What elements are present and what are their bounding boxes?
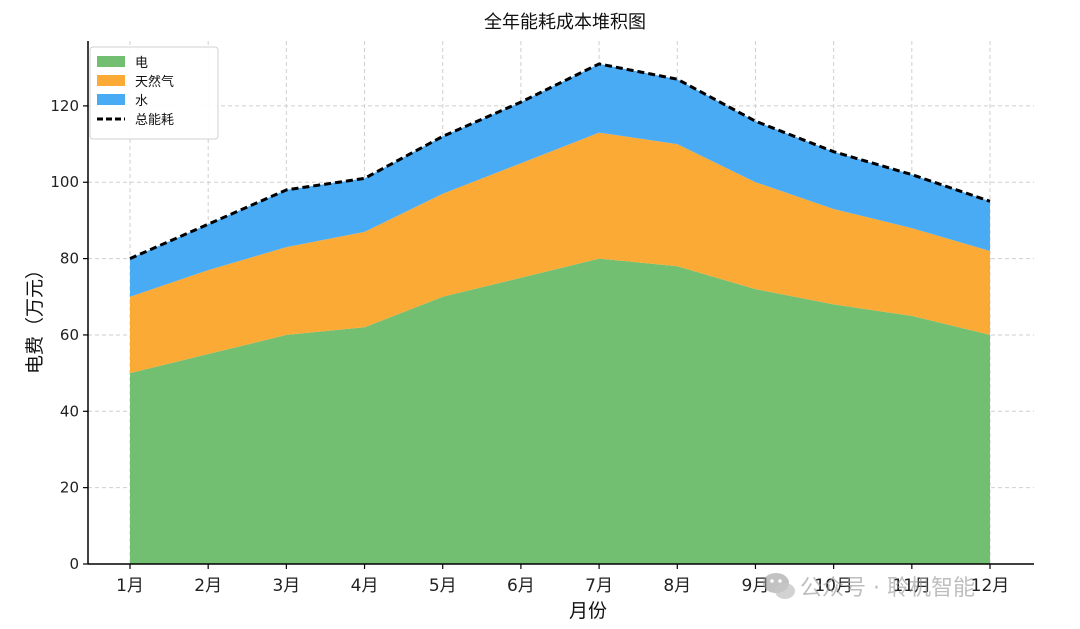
legend-swatch: [97, 94, 125, 105]
watermark-text: 公众号 · 聆机智能: [800, 576, 975, 601]
x-tick-label: 7月: [585, 576, 613, 596]
x-tick-label: 2月: [194, 576, 222, 596]
chart-title: 全年能耗成本堆积图: [484, 12, 646, 33]
y-tick-label: 100: [50, 173, 79, 191]
stacked-areas: [130, 63, 990, 564]
total-line: [129, 62, 991, 260]
area-电: [130, 258, 990, 564]
legend-label: 水: [135, 94, 148, 109]
y-tick-label: 120: [50, 97, 79, 115]
x-tick-label: 1月: [116, 576, 144, 596]
area-水: [130, 63, 990, 297]
y-tick-label: 80: [60, 250, 79, 268]
y-tick-label: 0: [69, 555, 79, 573]
x-axis-label: 月份: [569, 600, 607, 622]
x-tick-label: 6月: [507, 576, 535, 596]
x-tick-label: 3月: [272, 576, 300, 596]
y-tick-label: 40: [60, 402, 79, 420]
y-axis-label: 电费（万元）: [24, 260, 46, 374]
x-tick-label: 4月: [351, 576, 379, 596]
legend-swatch: [97, 75, 125, 86]
total-line-group: [129, 62, 991, 260]
area-天然气: [130, 132, 990, 374]
legend-frame: [89, 46, 219, 140]
legend-label: 电: [135, 56, 148, 71]
axes: [87, 41, 1034, 565]
y-tick-label: 20: [60, 479, 79, 497]
x-tick-label: 10月: [814, 576, 853, 596]
x-tick-label: 5月: [429, 576, 457, 596]
y-tick-label: 60: [60, 326, 79, 344]
y-tick-labels: 0 20 40 60 80 100 120: [50, 97, 88, 573]
x-tick-labels: 1月 2月 3月 4月 5月 6月 7月 8月 9月 10月 11月 12月: [116, 564, 1009, 596]
watermark: 公众号 · 聆机智能: [763, 573, 975, 601]
legend-label: 总能耗: [135, 113, 174, 128]
x-tick-label: 8月: [663, 576, 691, 596]
x-tick-label: 12月: [971, 576, 1010, 596]
legend-label: 天然气: [135, 74, 174, 90]
legend-swatch: [97, 56, 125, 67]
wechat-icon: [763, 573, 795, 599]
x-tick-label: 11月: [892, 576, 931, 596]
x-tick-label: 9月: [742, 576, 770, 596]
